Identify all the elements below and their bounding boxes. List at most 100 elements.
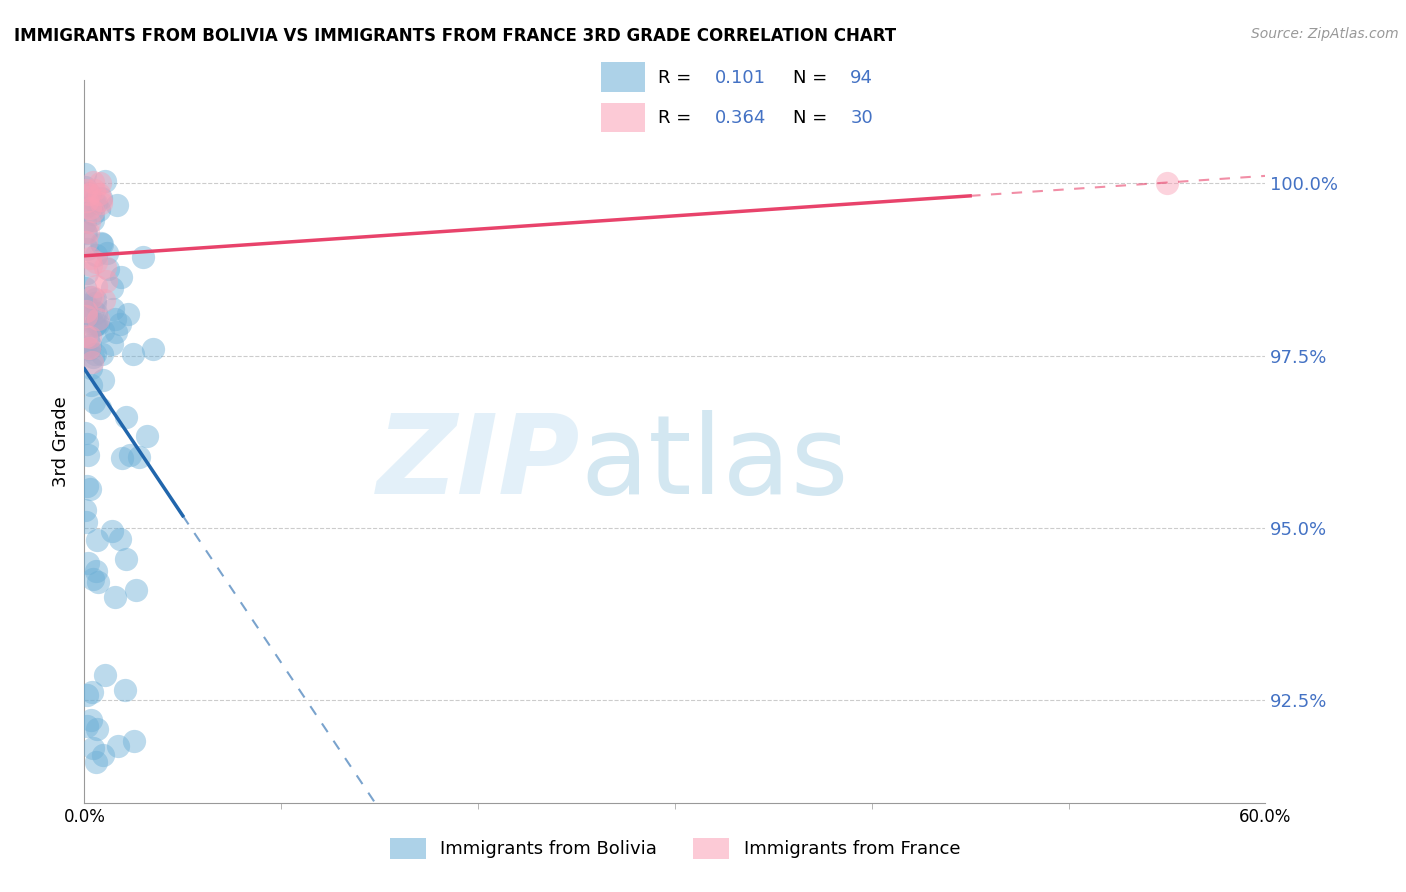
- Point: [75, 201, 97, 215]
- Point: [1156, 177, 1178, 191]
- Point: [84, 196, 107, 211]
- Point: [79, 338, 101, 352]
- Point: [89, 186, 111, 201]
- Point: [82, 572, 104, 586]
- Point: [82, 175, 104, 189]
- Point: [84, 755, 107, 769]
- Point: [121, 347, 143, 361]
- Point: [94, 260, 117, 274]
- Text: N =: N =: [793, 109, 832, 127]
- Point: [75, 281, 97, 295]
- Point: [90, 195, 112, 210]
- Point: [75, 515, 97, 529]
- Point: [76, 225, 98, 239]
- Point: [91, 747, 114, 762]
- Point: [86, 306, 108, 320]
- Point: [91, 373, 114, 387]
- Point: [80, 258, 103, 272]
- Point: [136, 428, 159, 442]
- Point: [82, 204, 104, 219]
- Point: [75, 183, 97, 197]
- Point: [76, 309, 98, 323]
- Point: [77, 448, 100, 462]
- Point: [82, 213, 104, 227]
- Point: [83, 183, 105, 197]
- Text: R =: R =: [658, 109, 697, 127]
- Point: [86, 254, 108, 268]
- Point: [77, 215, 100, 229]
- Text: atlas: atlas: [581, 409, 849, 516]
- Point: [90, 191, 112, 205]
- Point: [82, 207, 104, 221]
- Point: [75, 309, 97, 323]
- Point: [82, 740, 104, 755]
- Point: [101, 281, 124, 295]
- Point: [83, 293, 105, 307]
- Text: N =: N =: [793, 69, 832, 87]
- Point: [79, 330, 101, 344]
- Legend: Immigrants from Bolivia, Immigrants from France: Immigrants from Bolivia, Immigrants from…: [382, 830, 967, 866]
- Point: [84, 318, 107, 332]
- Point: [75, 297, 97, 311]
- Point: [90, 194, 112, 208]
- Point: [91, 324, 114, 338]
- Point: [86, 722, 108, 736]
- Point: [96, 246, 118, 260]
- Point: [84, 279, 107, 293]
- Point: [83, 347, 105, 361]
- Point: [75, 179, 97, 194]
- Point: [114, 552, 136, 566]
- Point: [122, 734, 145, 748]
- Point: [90, 347, 112, 361]
- Point: [94, 275, 117, 289]
- Text: 30: 30: [851, 109, 873, 127]
- Point: [76, 688, 98, 702]
- Point: [82, 350, 104, 364]
- Point: [76, 719, 98, 733]
- Point: [77, 186, 100, 200]
- Point: [128, 450, 150, 464]
- Point: [104, 591, 127, 605]
- Point: [86, 574, 108, 589]
- Point: [76, 479, 98, 493]
- Point: [83, 318, 105, 332]
- Point: [89, 401, 111, 416]
- Point: [87, 312, 110, 326]
- Point: [77, 342, 100, 356]
- Point: [84, 565, 107, 579]
- Point: [75, 226, 97, 240]
- Point: [132, 250, 155, 264]
- Point: [89, 177, 111, 191]
- Point: [86, 533, 108, 548]
- Point: [108, 317, 131, 331]
- FancyBboxPatch shape: [574, 49, 945, 147]
- Point: [79, 251, 101, 265]
- Y-axis label: 3rd Grade: 3rd Grade: [52, 396, 70, 487]
- Point: [80, 361, 103, 376]
- Point: [89, 203, 111, 218]
- Point: [107, 739, 129, 754]
- Text: R =: R =: [658, 69, 697, 87]
- Point: [79, 290, 101, 304]
- Point: [114, 410, 136, 425]
- Point: [76, 332, 98, 346]
- Point: [93, 293, 115, 307]
- Point: [76, 242, 98, 256]
- Point: [82, 355, 104, 369]
- Point: [80, 714, 103, 728]
- Point: [125, 583, 148, 598]
- Point: [83, 194, 105, 209]
- Point: [83, 394, 105, 409]
- Point: [77, 187, 100, 202]
- Point: [110, 270, 132, 285]
- Bar: [600, 103, 644, 132]
- Point: [75, 225, 97, 239]
- Point: [105, 325, 128, 339]
- Point: [111, 450, 134, 465]
- Point: [97, 262, 120, 277]
- Point: [75, 340, 97, 354]
- Point: [107, 198, 129, 212]
- Point: [83, 319, 105, 334]
- Text: Source: ZipAtlas.com: Source: ZipAtlas.com: [1251, 27, 1399, 41]
- Point: [77, 189, 100, 203]
